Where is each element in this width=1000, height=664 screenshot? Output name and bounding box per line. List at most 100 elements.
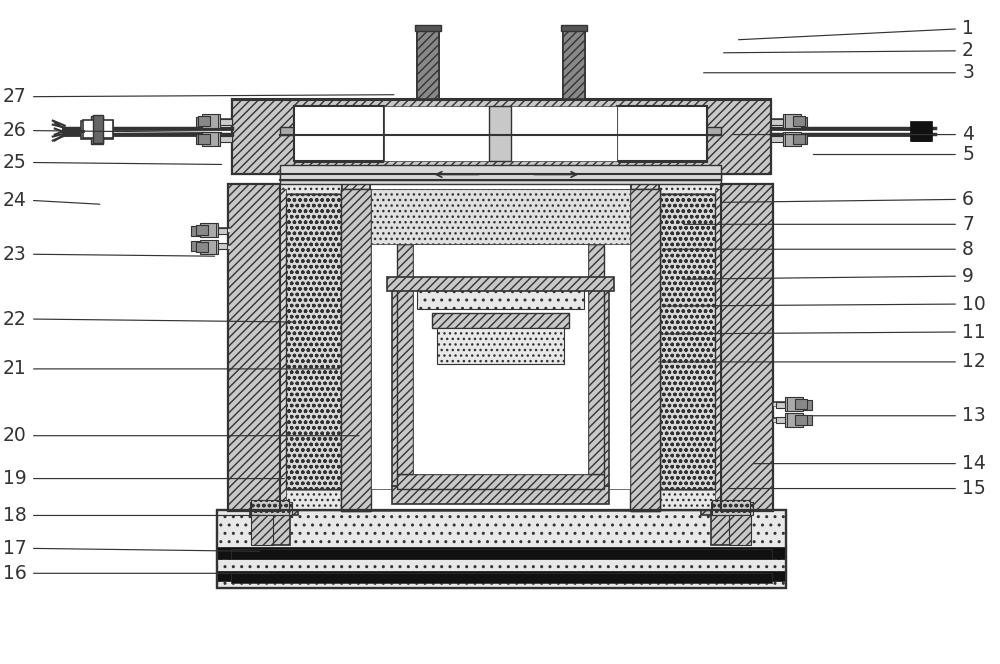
Text: 27: 27: [3, 87, 27, 106]
Bar: [563, 32, 585, 100]
Text: 14: 14: [962, 454, 986, 473]
Bar: [660, 195, 715, 489]
Text: 17: 17: [3, 539, 27, 558]
Bar: [721, 185, 773, 511]
Bar: [417, 279, 584, 309]
Bar: [384, 100, 617, 175]
Bar: [785, 397, 803, 411]
Bar: [280, 185, 392, 511]
Bar: [631, 185, 659, 511]
Bar: [231, 549, 772, 559]
Bar: [619, 108, 707, 163]
Bar: [729, 515, 751, 545]
Bar: [205, 242, 213, 250]
Bar: [217, 511, 786, 588]
Bar: [232, 99, 771, 175]
Bar: [397, 473, 604, 489]
Bar: [660, 195, 715, 489]
Bar: [217, 511, 786, 588]
Bar: [397, 228, 604, 244]
Bar: [280, 185, 342, 511]
Bar: [712, 499, 750, 515]
Bar: [912, 123, 930, 141]
Bar: [91, 116, 103, 143]
Bar: [721, 185, 773, 511]
Bar: [341, 189, 371, 511]
Bar: [588, 244, 604, 473]
Text: 21: 21: [3, 359, 27, 378]
Bar: [200, 223, 218, 237]
Text: 20: 20: [3, 426, 27, 445]
Bar: [295, 108, 383, 163]
Bar: [415, 25, 441, 31]
Bar: [280, 127, 721, 135]
Bar: [228, 185, 773, 511]
Bar: [711, 487, 741, 545]
Bar: [217, 511, 786, 588]
Text: 10: 10: [962, 295, 986, 313]
Bar: [217, 571, 786, 581]
Bar: [793, 133, 805, 143]
Bar: [232, 550, 771, 559]
Text: 1: 1: [962, 19, 974, 39]
Bar: [294, 106, 384, 161]
Bar: [228, 185, 280, 511]
Bar: [210, 135, 232, 141]
Bar: [785, 135, 793, 143]
Bar: [795, 415, 807, 425]
Bar: [198, 116, 210, 125]
Bar: [563, 31, 585, 99]
Bar: [370, 185, 631, 511]
Bar: [417, 31, 439, 99]
Bar: [210, 118, 218, 125]
Bar: [410, 286, 591, 485]
Bar: [790, 401, 798, 409]
Bar: [384, 106, 617, 161]
Bar: [776, 402, 798, 408]
Bar: [202, 114, 220, 127]
Bar: [776, 417, 798, 423]
Bar: [202, 131, 220, 145]
Bar: [392, 485, 609, 503]
Bar: [721, 185, 773, 511]
Bar: [795, 399, 807, 409]
Bar: [609, 185, 721, 511]
Bar: [210, 119, 232, 125]
Bar: [286, 195, 341, 489]
Bar: [432, 313, 569, 328]
Bar: [631, 185, 659, 511]
Bar: [217, 511, 786, 588]
Bar: [771, 135, 793, 141]
Bar: [280, 165, 721, 181]
Bar: [402, 102, 599, 173]
Bar: [654, 189, 660, 511]
Bar: [715, 189, 721, 511]
Bar: [231, 573, 772, 583]
Bar: [191, 241, 205, 251]
Bar: [83, 120, 113, 137]
Text: 13: 13: [962, 406, 986, 425]
Text: 6: 6: [962, 190, 974, 209]
Bar: [196, 133, 210, 143]
Text: 24: 24: [3, 191, 27, 210]
Bar: [342, 185, 370, 511]
Bar: [793, 117, 807, 127]
Bar: [217, 511, 786, 588]
Text: 23: 23: [3, 245, 27, 264]
Bar: [191, 226, 205, 236]
Bar: [417, 32, 439, 100]
Text: 9: 9: [962, 267, 974, 286]
Bar: [205, 227, 213, 235]
Bar: [232, 572, 771, 581]
Bar: [793, 116, 805, 125]
Bar: [785, 413, 803, 427]
Bar: [217, 547, 786, 559]
Text: 18: 18: [3, 506, 27, 525]
Bar: [783, 114, 801, 127]
Text: 26: 26: [3, 121, 27, 140]
Bar: [280, 189, 286, 511]
Bar: [371, 189, 630, 489]
Bar: [196, 117, 210, 127]
Bar: [341, 189, 347, 511]
Bar: [392, 286, 410, 485]
